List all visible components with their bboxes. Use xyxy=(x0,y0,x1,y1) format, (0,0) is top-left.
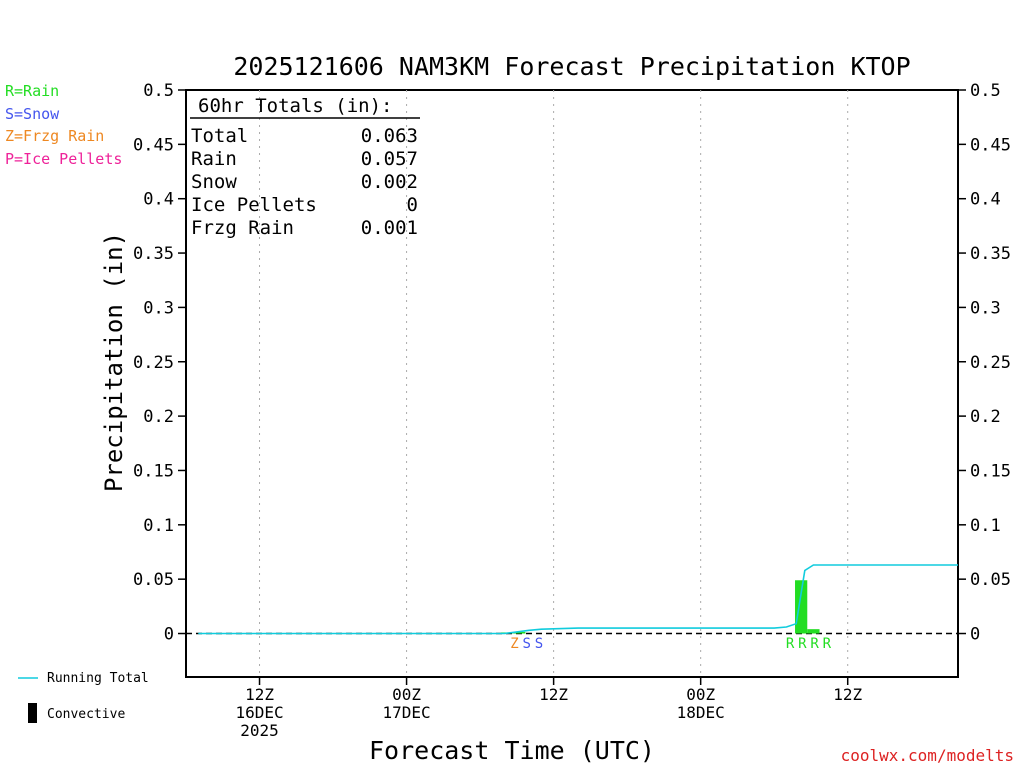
x-tick-label: 2025 xyxy=(240,721,279,740)
x-tick-label: 12Z xyxy=(833,685,862,704)
y-tick-label: 0.15 xyxy=(970,461,1011,481)
y-tick-label: 0 xyxy=(970,625,980,645)
y-tick-label: 0.2 xyxy=(970,407,1001,427)
precip-bar xyxy=(513,631,526,634)
y-tick-label: 0.35 xyxy=(970,244,1011,264)
y-axis-left: 0 0.05 0.1 0.15 0.2 0.25 0.3 0.35 0.4 0.45 0.5 xyxy=(133,81,186,645)
plot-frame xyxy=(185,89,959,678)
y-tick-label: 0.1 xyxy=(143,516,174,536)
y-axis-label: Precipitation (in) xyxy=(100,232,128,492)
totals-row-value: 0.002 xyxy=(361,171,418,193)
legend-ice-pellets: P=Ice Pellets xyxy=(5,150,122,168)
bar-group xyxy=(500,580,820,634)
x-tick-label: 12Z xyxy=(245,685,274,704)
grid-lines xyxy=(259,90,849,677)
totals-row-label: Snow xyxy=(191,171,237,193)
precip-bar xyxy=(807,629,820,634)
chart-title: 2025121606 NAM3KM Forecast Precipitation… xyxy=(233,52,910,81)
totals-row-value: 0.001 xyxy=(361,217,418,239)
totals-box: 60hr Totals (in): Total 0.063 Rain 0.057… xyxy=(190,95,420,239)
y-tick-label: 0.05 xyxy=(970,570,1011,590)
legend-rain: R=Rain xyxy=(5,82,59,100)
x-tick-label: 16DEC xyxy=(235,703,283,722)
x-tick-label: 00Z xyxy=(392,685,421,704)
y-tick-label: 0.5 xyxy=(970,81,1001,101)
legend-frzg-rain: Z=Frzg Rain xyxy=(5,127,104,145)
y-axis-right: 0 0.05 0.1 0.15 0.2 0.25 0.3 0.35 0.4 0.45 0.5 xyxy=(958,81,1011,645)
y-tick-label: 0.4 xyxy=(143,190,174,210)
precip-type-legend: R=Rain S=Snow Z=Frzg Rain P=Ice Pellets xyxy=(5,82,122,168)
y-tick-label: 0.5 xyxy=(143,81,174,101)
running-total-line xyxy=(198,564,958,635)
totals-row-label: Ice Pellets xyxy=(191,194,317,216)
legend-convective: Convective xyxy=(47,707,125,722)
y-tick-label: 0.45 xyxy=(133,135,174,155)
precip-type-marker: S xyxy=(522,636,530,652)
totals-row-value: 0 xyxy=(407,194,418,216)
y-tick-label: 0 xyxy=(164,625,174,645)
x-tick-label: 00Z xyxy=(686,685,715,704)
totals-row-value: 0.063 xyxy=(361,125,418,147)
y-tick-label: 0.1 xyxy=(970,516,1001,536)
y-tick-label: 0.05 xyxy=(133,570,174,590)
y-tick-label: 0.25 xyxy=(970,353,1011,373)
totals-row-label: Total xyxy=(191,125,248,147)
legend-running-total: Running Total xyxy=(47,671,149,686)
precip-type-marker: R xyxy=(798,636,807,652)
y-tick-label: 0.4 xyxy=(970,190,1001,210)
totals-row-label: Frzg Rain xyxy=(191,217,294,239)
precip-type-marker: R xyxy=(786,636,795,652)
series-legend: Running Total Convective xyxy=(18,671,149,723)
y-tick-label: 0.25 xyxy=(133,353,174,373)
credit-text: coolwx.com/modelts xyxy=(841,746,1014,765)
x-axis-label: Forecast Time (UTC) xyxy=(369,736,655,765)
precip-bar xyxy=(795,580,808,634)
x-tick-label: 17DEC xyxy=(382,703,430,722)
x-tick-label: 12Z xyxy=(539,685,568,704)
totals-header: 60hr Totals (in): xyxy=(198,95,392,117)
y-tick-label: 0.45 xyxy=(970,135,1011,155)
y-tick-label: 0.2 xyxy=(143,407,174,427)
x-tick-label: 18DEC xyxy=(677,703,725,722)
legend-snow: S=Snow xyxy=(5,105,60,123)
legend-convective-swatch xyxy=(28,703,37,723)
precip-type-marker: R xyxy=(823,636,832,652)
totals-row-value: 0.057 xyxy=(361,148,418,170)
precip-type-marker: R xyxy=(810,636,819,652)
y-tick-label: 0.3 xyxy=(143,298,174,318)
totals-row-label: Rain xyxy=(191,148,237,170)
y-tick-label: 0.3 xyxy=(970,298,1001,318)
y-tick-label: 0.35 xyxy=(133,244,174,264)
precip-type-marker: Z xyxy=(510,636,518,652)
precip-type-marker: S xyxy=(535,636,543,652)
y-tick-label: 0.15 xyxy=(133,461,174,481)
